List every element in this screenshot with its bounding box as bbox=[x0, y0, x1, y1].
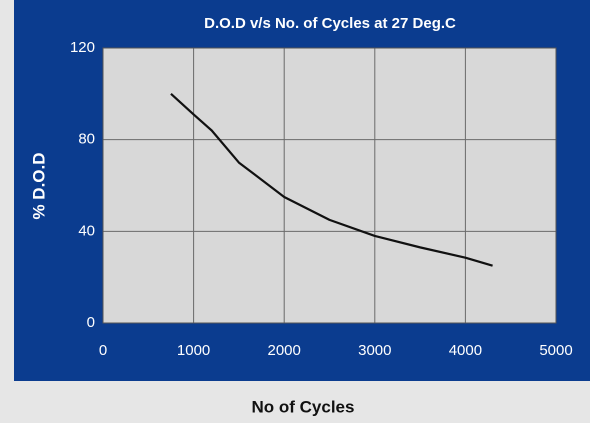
x-tick-label: 4000 bbox=[449, 342, 482, 359]
plot-area bbox=[103, 48, 556, 323]
y-axis-label: % D.O.D bbox=[29, 152, 48, 219]
y-tick-label: 0 bbox=[87, 314, 95, 331]
data-line bbox=[170, 93, 493, 267]
y-tick-label: 120 bbox=[70, 39, 95, 56]
x-tick-label: 2000 bbox=[268, 342, 301, 359]
y-tick-label: 40 bbox=[78, 222, 95, 239]
plot-border bbox=[102, 47, 557, 324]
x-tick-label: 0 bbox=[99, 342, 107, 359]
x-tick-label: 1000 bbox=[177, 342, 210, 359]
chart-title: D.O.D v/s No. of Cycles at 27 Deg.C bbox=[204, 15, 456, 32]
x-tick-label: 3000 bbox=[358, 342, 391, 359]
x-tick-label: 5000 bbox=[539, 342, 572, 359]
y-tick-label: 80 bbox=[78, 131, 95, 148]
x-axis-label: No of Cycles bbox=[252, 397, 355, 416]
